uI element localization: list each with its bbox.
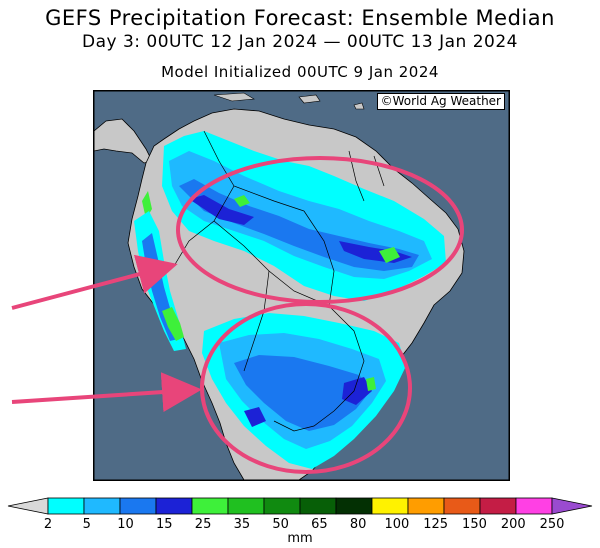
- colorbar-box: [515, 497, 553, 515]
- colorbar-box: [479, 497, 517, 515]
- colorbar-tick-label: 35: [234, 517, 251, 532]
- colorbar-tick-label: 5: [83, 517, 91, 532]
- colorbar-unit: mm: [287, 531, 312, 546]
- map-canvas: [94, 91, 509, 480]
- colorbar-box: [119, 497, 157, 515]
- colorbar-tick-label: 80: [350, 517, 367, 532]
- model-init-time: Model Initialized 00UTC 9 Jan 2024: [161, 63, 439, 81]
- colorbar-tick-label: 10: [117, 517, 134, 532]
- precipitation-colorbar: 2 5 10 15 25 35 50 65 80 100 125 150 200 250 mm: [7, 497, 593, 546]
- colorbar-tick-label: 65: [311, 517, 328, 532]
- colorbar-tick-label: 150: [462, 517, 487, 532]
- colorbar-box: [371, 497, 409, 515]
- colorbar-box: [263, 497, 301, 515]
- colorbar-tick-label: 2: [44, 517, 52, 532]
- colorbar-tick-label: 200: [501, 517, 526, 532]
- land-caribbean-islands: [213, 92, 365, 110]
- colorbar-tick-label: 50: [272, 517, 289, 532]
- colorbar-tick-label: 125: [423, 517, 448, 532]
- map-title: GEFS Precipitation Forecast: Ensemble Me…: [45, 6, 555, 30]
- map-credit: ©World Ag Weather: [376, 93, 505, 110]
- colorbar-low-end: [7, 497, 49, 515]
- colorbar-box: [47, 497, 85, 515]
- colorbar-box: [407, 497, 445, 515]
- forecast-period: Day 3: 00UTC 12 Jan 2024 — 00UTC 13 Jan …: [81, 32, 519, 52]
- colorbar-box: [299, 497, 337, 515]
- colorbar-box: [83, 497, 121, 515]
- colorbar-tick-label: 100: [385, 517, 410, 532]
- colorbar-tick-label: 250: [540, 517, 565, 532]
- colorbar-box: [191, 497, 229, 515]
- colorbar-tick-label: 25: [195, 517, 212, 532]
- colorbar-box: [227, 497, 265, 515]
- colorbar-tick-label: 15: [156, 517, 173, 532]
- colorbar-box: [335, 497, 373, 515]
- colorbar-box: [443, 497, 481, 515]
- colorbar-box: [155, 497, 193, 515]
- precipitation-map: ©World Ag Weather: [93, 90, 510, 481]
- colorbar-high-end: [551, 497, 593, 515]
